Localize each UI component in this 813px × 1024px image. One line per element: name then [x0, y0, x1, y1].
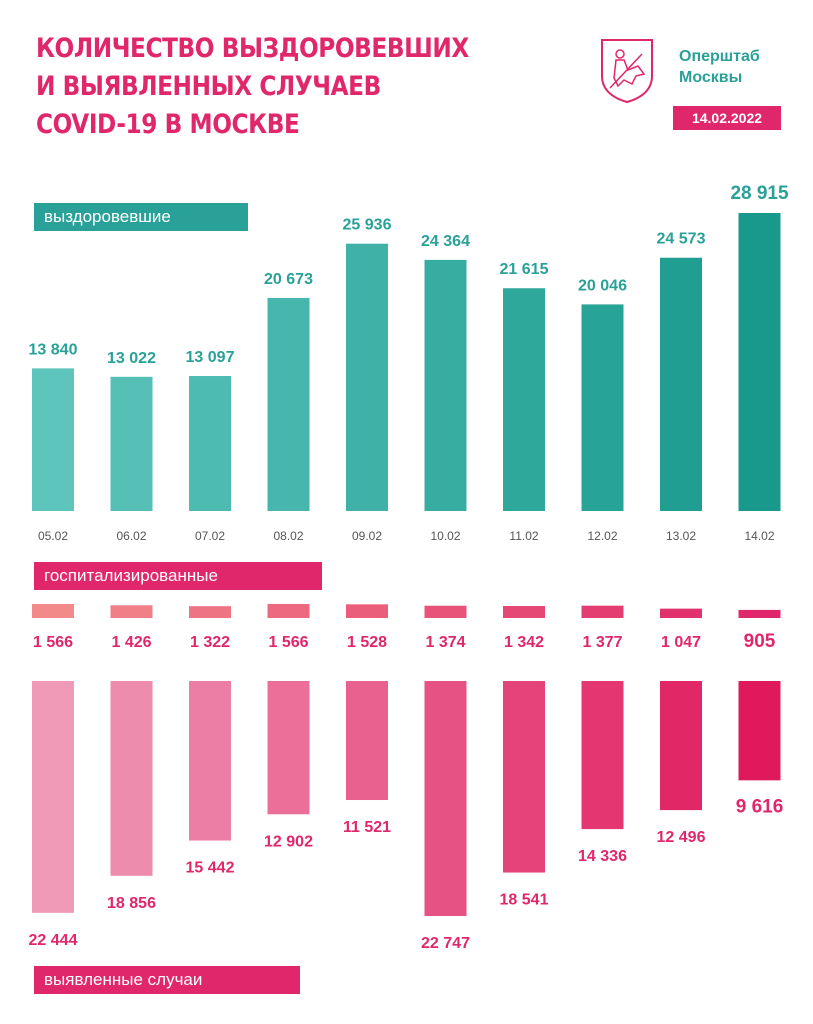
detected-bar — [581, 681, 624, 830]
detected-bar — [738, 681, 781, 781]
recovered-bar — [32, 368, 74, 511]
recovered-value-label: 13 840 — [29, 341, 78, 358]
hospitalized-value-label: 1 342 — [504, 634, 544, 651]
hospitalized-bar — [660, 608, 702, 618]
hospitalized-bar — [424, 605, 467, 618]
date-tick-label: 05.02 — [38, 529, 68, 543]
recovered-value-label: 25 936 — [343, 217, 392, 234]
hospitalized-bar — [503, 606, 545, 618]
hospitalized-value-label: 1 566 — [268, 634, 308, 651]
detected-bar — [189, 681, 231, 841]
org-line-2: Москвы — [679, 69, 743, 86]
detected-bar — [424, 681, 467, 916]
recovered-value-label: 20 673 — [264, 271, 313, 288]
recovered-bar — [267, 297, 310, 511]
date-tick-label: 07.02 — [195, 529, 225, 543]
recovered-bar — [189, 376, 231, 511]
hospitalized-bar — [32, 604, 74, 618]
hospitalized-bar — [267, 604, 310, 618]
page-title: КОЛИЧЕСТВО ВЫЗДОРОВЕВШИХ И ВЫЯВЛЕННЫХ СЛ… — [36, 30, 469, 144]
detected-section-label: выявленные случаи — [34, 966, 300, 994]
date-tick-label: 10.02 — [430, 529, 460, 543]
detected-bar — [660, 681, 702, 811]
date-tick-label: 11.02 — [509, 529, 538, 543]
title-line-2: И ВЫЯВЛЕННЫХ СЛУЧАЕВ — [36, 71, 381, 102]
recovered-bar — [110, 376, 153, 511]
date-tick-label: 13.02 — [666, 529, 696, 543]
detected-value-label: 22 444 — [29, 932, 78, 949]
detected-value-label: 15 442 — [186, 860, 235, 877]
hospitalized-bar — [346, 604, 388, 618]
date-badge: 14.02.2022 — [673, 106, 781, 130]
date-tick-label: 06.02 — [116, 529, 146, 543]
hospitalized-bar — [189, 606, 231, 618]
detected-value-label: 18 541 — [500, 892, 549, 909]
hospitalized-value-label: 1 322 — [190, 634, 230, 651]
detected-value-label: 9 616 — [736, 796, 784, 817]
org-name: Оперштаб Москвы — [679, 46, 760, 88]
recovered-bar — [660, 257, 702, 511]
recovered-value-label: 20 046 — [578, 277, 627, 294]
hospitalized-section-label: госпитализированные — [34, 562, 322, 590]
detected-bar — [32, 681, 74, 913]
detected-value-label: 22 747 — [421, 935, 470, 952]
date-tick-label: 09.02 — [352, 529, 382, 543]
hospitalized-value-label: 1 377 — [582, 634, 622, 651]
title-line-3: COVID-19 В МОСКВЕ — [36, 109, 300, 140]
hospitalized-bar — [110, 605, 153, 618]
recovered-bar — [503, 288, 545, 511]
hospitalized-value-label: 1 528 — [347, 634, 387, 651]
recovered-bar — [738, 213, 781, 511]
detected-value-label: 18 856 — [107, 895, 156, 912]
hospitalized-value-label: 905 — [744, 631, 776, 652]
date-tick-label: 08.02 — [273, 529, 303, 543]
recovered-bar — [346, 243, 388, 511]
recovered-value-label: 13 022 — [107, 350, 156, 367]
hospitalized-bar — [581, 605, 624, 618]
recovered-value-label: 13 097 — [186, 349, 235, 366]
detected-value-label: 14 336 — [578, 848, 627, 865]
recovered-value-label: 21 615 — [500, 261, 549, 278]
detected-bar — [267, 681, 310, 815]
hospitalized-value-label: 1 047 — [661, 634, 701, 651]
recovered-value-label: 24 573 — [657, 231, 706, 248]
hospitalized-value-label: 1 426 — [111, 634, 151, 651]
detected-value-label: 11 521 — [343, 819, 391, 836]
recovered-value-label: 24 364 — [421, 233, 470, 250]
recovered-bar — [581, 304, 624, 511]
recovered-value-label: 28 915 — [730, 183, 789, 204]
detected-bar — [346, 681, 388, 801]
recovered-section-label: выздоровевшие — [34, 203, 248, 231]
hospitalized-value-label: 1 374 — [425, 634, 465, 651]
hospitalized-bar — [738, 609, 781, 618]
recovered-bar — [424, 259, 467, 511]
title-line-1: КОЛИЧЕСТВО ВЫЗДОРОВЕВШИХ — [36, 33, 469, 64]
detected-value-label: 12 902 — [264, 833, 313, 850]
detected-bar — [503, 681, 545, 873]
date-tick-label: 14.02 — [744, 529, 774, 543]
hospitalized-value-label: 1 566 — [33, 634, 73, 651]
moscow-coat-of-arms-icon — [598, 36, 656, 104]
detected-value-label: 12 496 — [657, 829, 706, 846]
org-line-1: Оперштаб — [679, 48, 760, 65]
date-tick-label: 12.02 — [587, 529, 617, 543]
detected-bar — [110, 681, 153, 876]
